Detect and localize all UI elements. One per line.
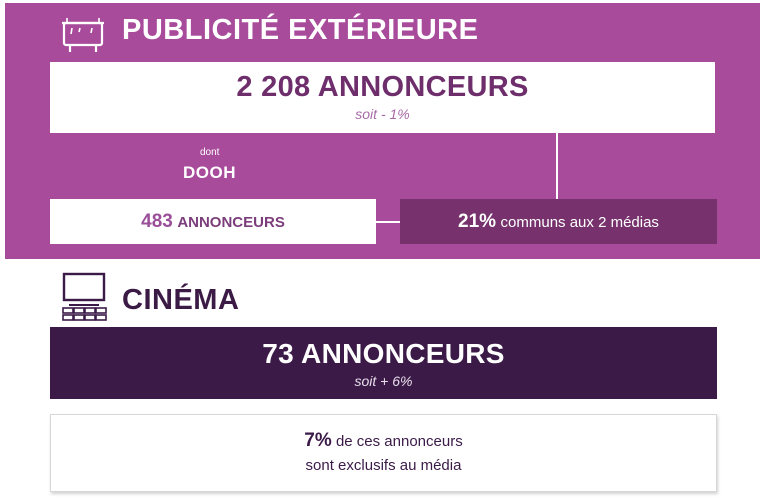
exclusive-pct: 7%: [304, 430, 332, 451]
dont-label: dont: [200, 147, 220, 158]
dooh-count: 483: [141, 211, 173, 232]
cinema-title: CINÉMA: [122, 284, 240, 316]
connector-line-vertical: [556, 133, 558, 199]
cinema-total: 73 ANNONCEURS: [262, 338, 505, 369]
connector-line-horizontal: [376, 221, 400, 223]
dooh-label: DOOH: [183, 163, 236, 182]
outdoor-change: soit - 1%: [355, 106, 410, 122]
outdoor-title: PUBLICITÉ EXTÉRIEURE: [122, 14, 479, 46]
billboard-icon: [62, 18, 104, 52]
exclusive-line2: sont exclusifs au média: [305, 457, 462, 474]
outdoor-total: 2 208 ANNONCEURS: [236, 71, 529, 103]
common-pct: 21%: [458, 211, 497, 232]
exclusive-line1: de ces annonceurs: [335, 433, 463, 450]
cinema-change: soit + 6%: [354, 373, 413, 389]
common-text: communs aux 2 médias: [500, 214, 659, 231]
dooh-count-box: 483 ANNONCEURS: [50, 199, 376, 244]
dooh-unit: ANNONCEURS: [177, 214, 285, 231]
outdoor-total-box: 2 208 ANNONCEURS soit - 1%: [50, 62, 715, 133]
cinema-total-box: 73 ANNONCEURS soit + 6%: [50, 327, 717, 399]
common-box: 21% communs aux 2 médias: [400, 199, 717, 244]
cinema-exclusive-box: 7% de ces annonceurs sont exclusifs au m…: [50, 414, 717, 492]
cinema-screen-icon: [62, 272, 107, 321]
